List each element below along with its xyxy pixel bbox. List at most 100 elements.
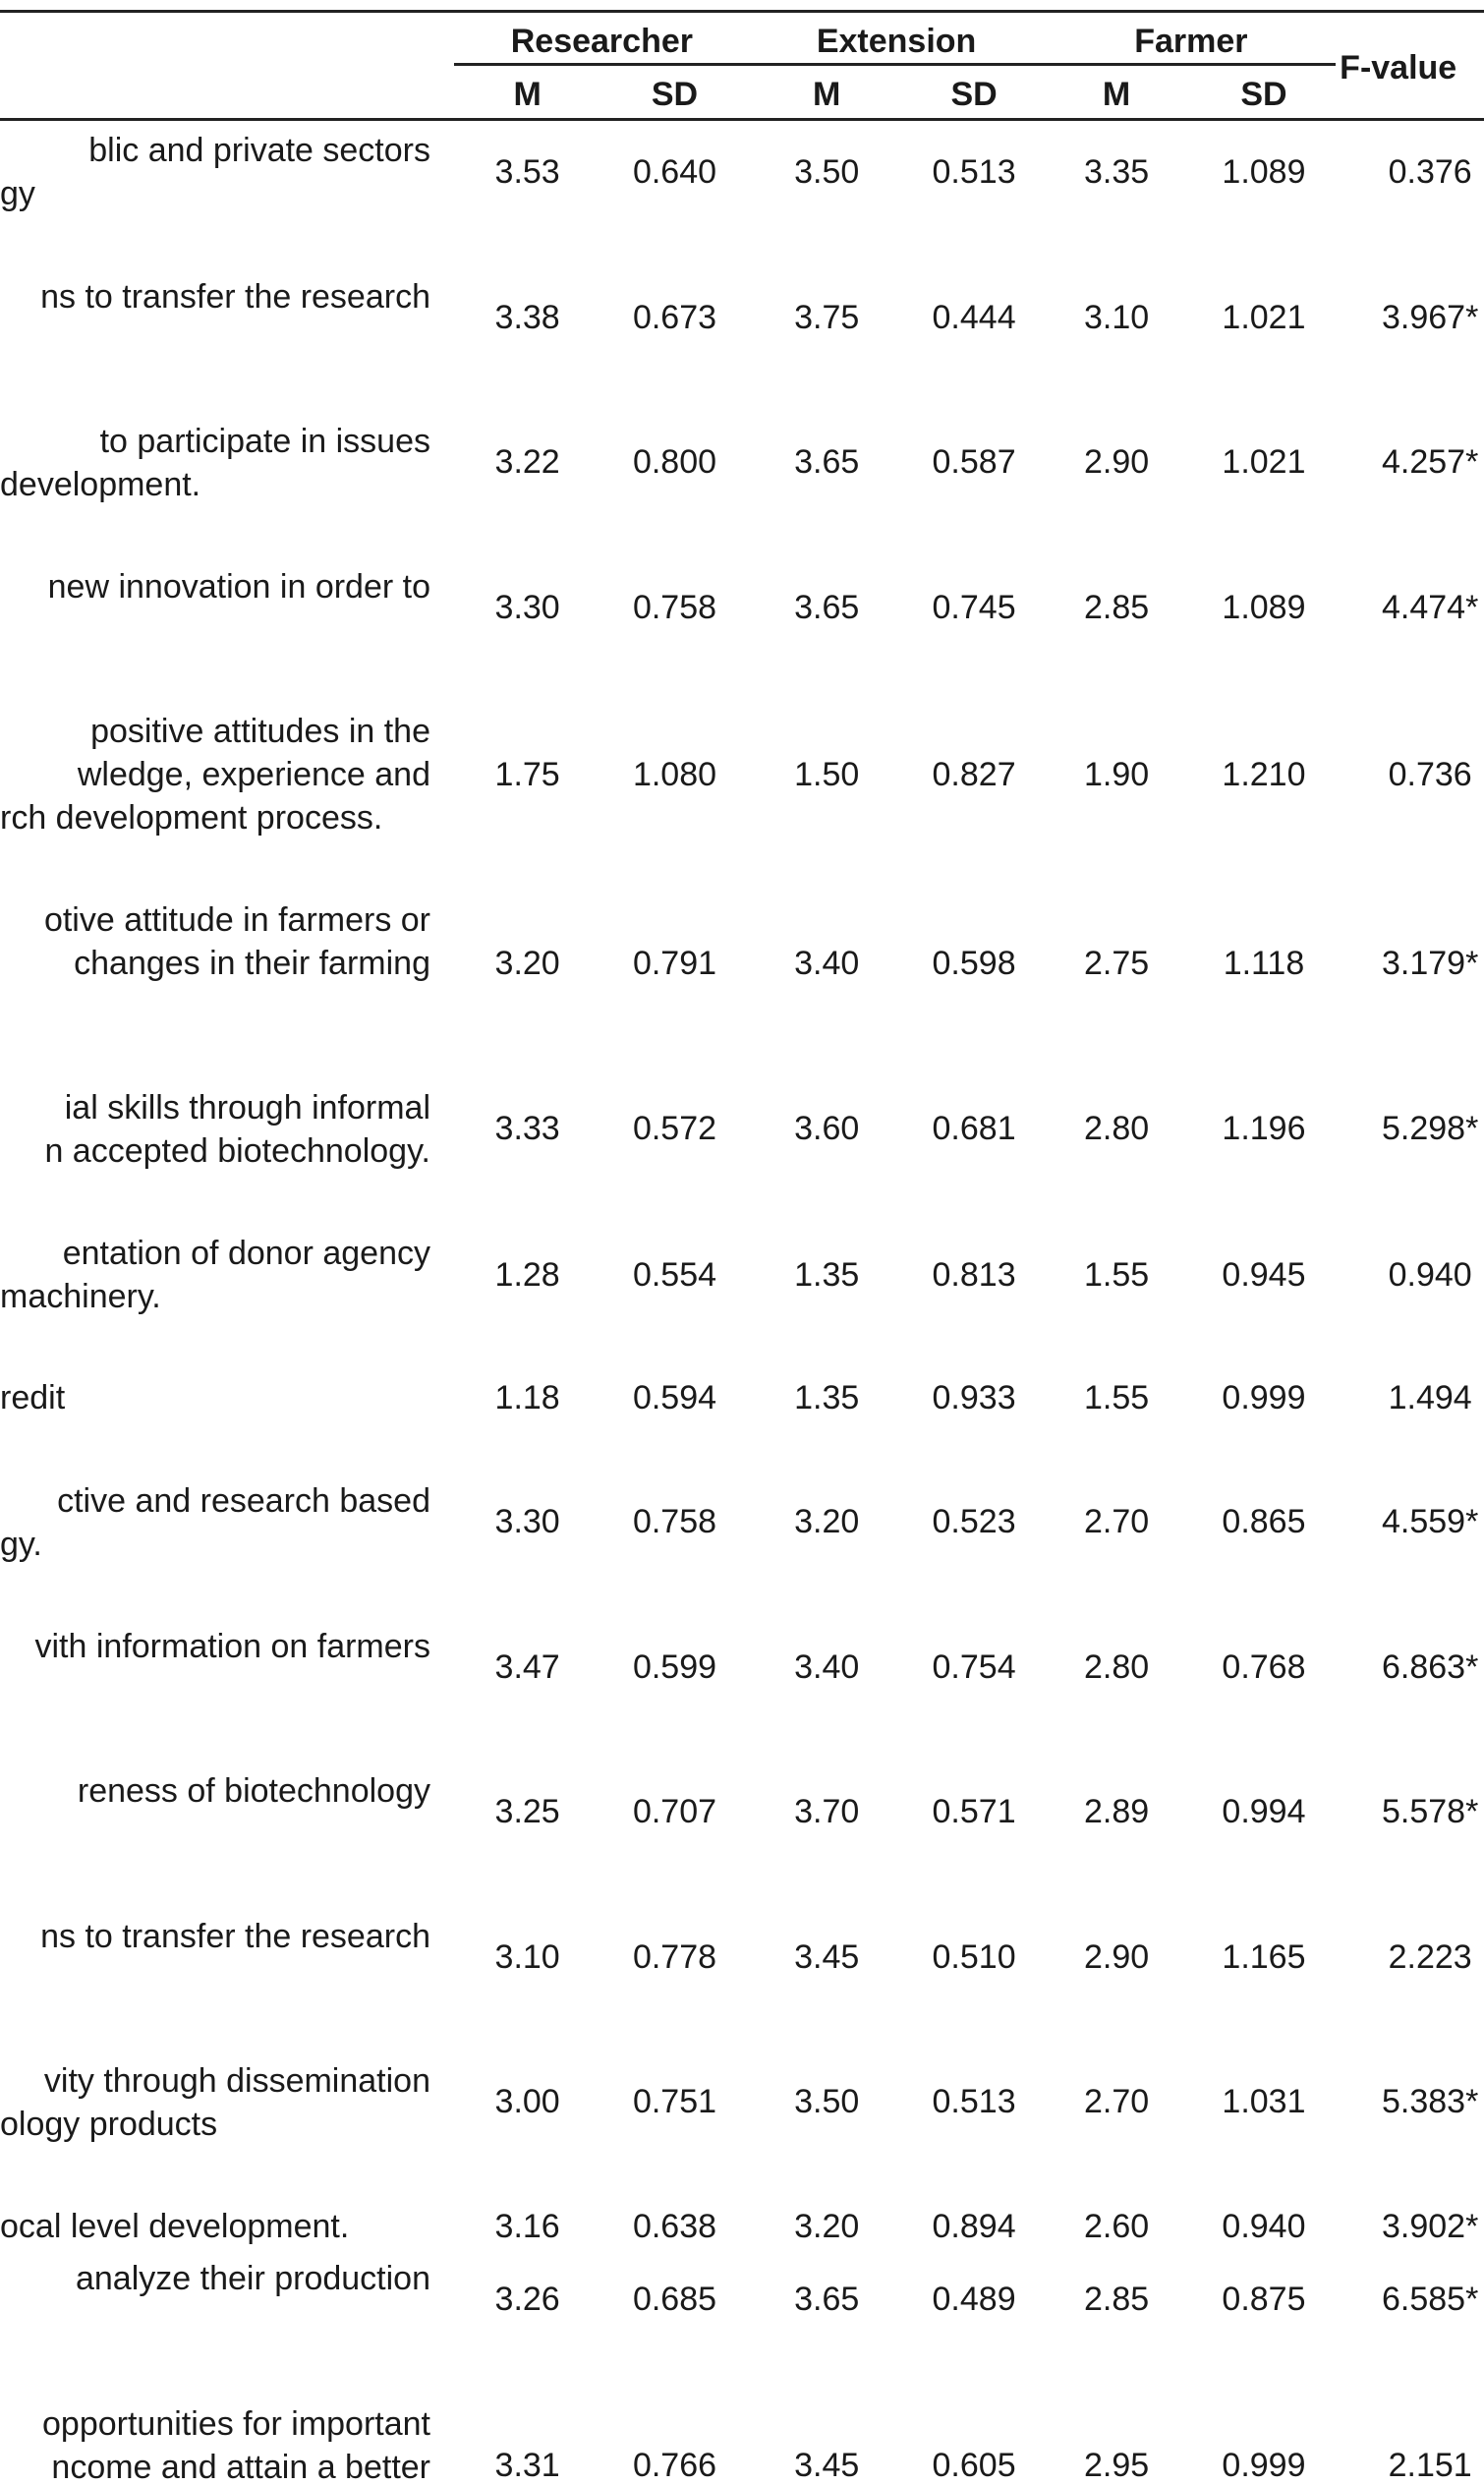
cell-value: 2.89 bbox=[1084, 1793, 1150, 1831]
cell-value: 1.118 bbox=[1223, 945, 1305, 983]
statement-line: reness of biotechnology bbox=[77, 1771, 430, 1810]
statement-line: n accepted biotechnology. bbox=[44, 1132, 430, 1171]
cell-value: 0.940 bbox=[1222, 2208, 1306, 2246]
cell-value: 1.50 bbox=[794, 755, 860, 793]
cell-value: 0.513 bbox=[932, 152, 1016, 191]
cell-value: 3.20 bbox=[494, 945, 560, 983]
sub-header: SD bbox=[651, 76, 699, 114]
cell-value: 0.999 bbox=[1222, 2447, 1306, 2485]
cell-value: 3.65 bbox=[794, 2280, 860, 2318]
cell-value: 0.605 bbox=[932, 2447, 1016, 2485]
cell-value: 0.758 bbox=[632, 589, 717, 627]
cell-value: 0.758 bbox=[632, 1502, 717, 1540]
statement-line: ns to transfer the research bbox=[40, 1918, 430, 1956]
cell-value: 0.673 bbox=[632, 298, 717, 336]
cell-value: 3.45 bbox=[794, 2447, 860, 2485]
cell-value: 3.30 bbox=[494, 1502, 560, 1540]
cell-value: 3.38 bbox=[494, 298, 560, 336]
cell-value: 3.902* bbox=[1382, 2208, 1479, 2246]
cell-value: 1.089 bbox=[1222, 152, 1306, 191]
cell-value: 0.751 bbox=[632, 2083, 717, 2121]
cell-value: 0.933 bbox=[932, 1379, 1016, 1417]
cell-value: 0.594 bbox=[632, 1379, 717, 1417]
top-rule bbox=[0, 10, 1484, 13]
statement-line: development. bbox=[0, 465, 201, 503]
cell-value: 2.70 bbox=[1084, 1502, 1150, 1540]
cell-value: 2.95 bbox=[1084, 2447, 1150, 2485]
cell-value: 0.510 bbox=[932, 1938, 1016, 1977]
cell-value: 3.31 bbox=[494, 2447, 560, 2485]
statement-line: changes in their farming bbox=[74, 945, 430, 983]
sub-header: M bbox=[513, 76, 542, 114]
sub-header: M bbox=[813, 76, 841, 114]
cell-value: 3.65 bbox=[794, 589, 860, 627]
cell-value: 0.513 bbox=[932, 2083, 1016, 2121]
cell-value: 2.90 bbox=[1084, 1938, 1150, 1977]
cell-value: 3.10 bbox=[1084, 298, 1150, 336]
cell-value: 0.685 bbox=[632, 2280, 717, 2318]
statement-line: positive attitudes in the bbox=[90, 712, 430, 750]
cell-value: 3.20 bbox=[794, 2208, 860, 2246]
cell-value: 0.554 bbox=[632, 1255, 717, 1294]
statement-line: ctive and research based bbox=[57, 1481, 430, 1520]
statement-line: redit bbox=[0, 1379, 66, 1417]
cell-value: 2.80 bbox=[1084, 1648, 1150, 1687]
cell-value: 0.598 bbox=[932, 945, 1016, 983]
cell-value: 0.766 bbox=[632, 2447, 717, 2485]
cell-value: 3.45 bbox=[794, 1938, 860, 1977]
sub-header: SD bbox=[1240, 76, 1287, 114]
cell-value: 1.18 bbox=[494, 1379, 560, 1417]
cell-value: 1.089 bbox=[1222, 589, 1306, 627]
cell-value: 0.768 bbox=[1222, 1648, 1306, 1687]
cell-value: 2.85 bbox=[1084, 2280, 1150, 2318]
cell-value: 3.30 bbox=[494, 589, 560, 627]
cell-value: 2.70 bbox=[1084, 2083, 1150, 2121]
sub-header: SD bbox=[950, 76, 998, 114]
cell-value: 1.55 bbox=[1084, 1379, 1150, 1417]
statement-line: otive attitude in farmers or bbox=[43, 901, 430, 940]
cell-value: 1.021 bbox=[1222, 442, 1306, 481]
statement-line: new innovation in order to bbox=[47, 567, 430, 606]
cell-value: 4.257* bbox=[1382, 442, 1479, 481]
group-header: Farmer bbox=[1134, 23, 1248, 61]
cell-value: 1.021 bbox=[1222, 298, 1306, 336]
cell-value: 0.778 bbox=[632, 1938, 717, 1977]
cell-value: 3.75 bbox=[794, 298, 860, 336]
cell-value: 2.90 bbox=[1084, 442, 1150, 481]
cell-value: 0.999 bbox=[1222, 1379, 1306, 1417]
cell-value: 2.151 bbox=[1388, 2447, 1472, 2485]
cell-value: 3.179* bbox=[1382, 945, 1479, 983]
statement-line: ial skills through informal bbox=[64, 1089, 430, 1127]
cell-value: 3.33 bbox=[494, 1110, 560, 1148]
cell-value: 0.571 bbox=[932, 1793, 1016, 1831]
statement-line: rch development process. bbox=[0, 798, 383, 837]
cell-value: 3.35 bbox=[1084, 152, 1150, 191]
statement-line: gy. bbox=[0, 1525, 42, 1563]
f-header: F-value bbox=[1340, 48, 1457, 87]
cell-value: 0.827 bbox=[932, 755, 1016, 793]
cell-value: 0.681 bbox=[932, 1110, 1016, 1148]
cell-value: 3.22 bbox=[494, 442, 560, 481]
cell-value: 1.031 bbox=[1222, 2083, 1306, 2121]
statement-line: to participate in issues bbox=[99, 422, 430, 460]
cell-value: 3.50 bbox=[794, 152, 860, 191]
cell-value: 1.28 bbox=[494, 1255, 560, 1294]
statement-line: gy bbox=[0, 175, 35, 213]
cell-value: 0.599 bbox=[632, 1648, 717, 1687]
cell-value: 0.745 bbox=[932, 589, 1016, 627]
cell-value: 1.75 bbox=[494, 755, 560, 793]
cell-value: 3.26 bbox=[494, 2280, 560, 2318]
cell-value: 0.865 bbox=[1222, 1502, 1306, 1540]
cell-value: 0.376 bbox=[1388, 152, 1472, 191]
cell-value: 5.383* bbox=[1382, 2083, 1479, 2121]
cell-value: 4.559* bbox=[1382, 1502, 1479, 1540]
cell-value: 2.60 bbox=[1084, 2208, 1150, 2246]
cell-value: 0.994 bbox=[1222, 1793, 1306, 1831]
cell-value: 3.10 bbox=[494, 1938, 560, 1977]
header-rule bbox=[0, 118, 1484, 121]
statement-line: ology products bbox=[0, 2106, 218, 2144]
cell-value: 0.707 bbox=[632, 1793, 717, 1831]
cell-value: 1.494 bbox=[1388, 1379, 1472, 1417]
statement-line: ncome and attain a better bbox=[51, 2449, 430, 2485]
